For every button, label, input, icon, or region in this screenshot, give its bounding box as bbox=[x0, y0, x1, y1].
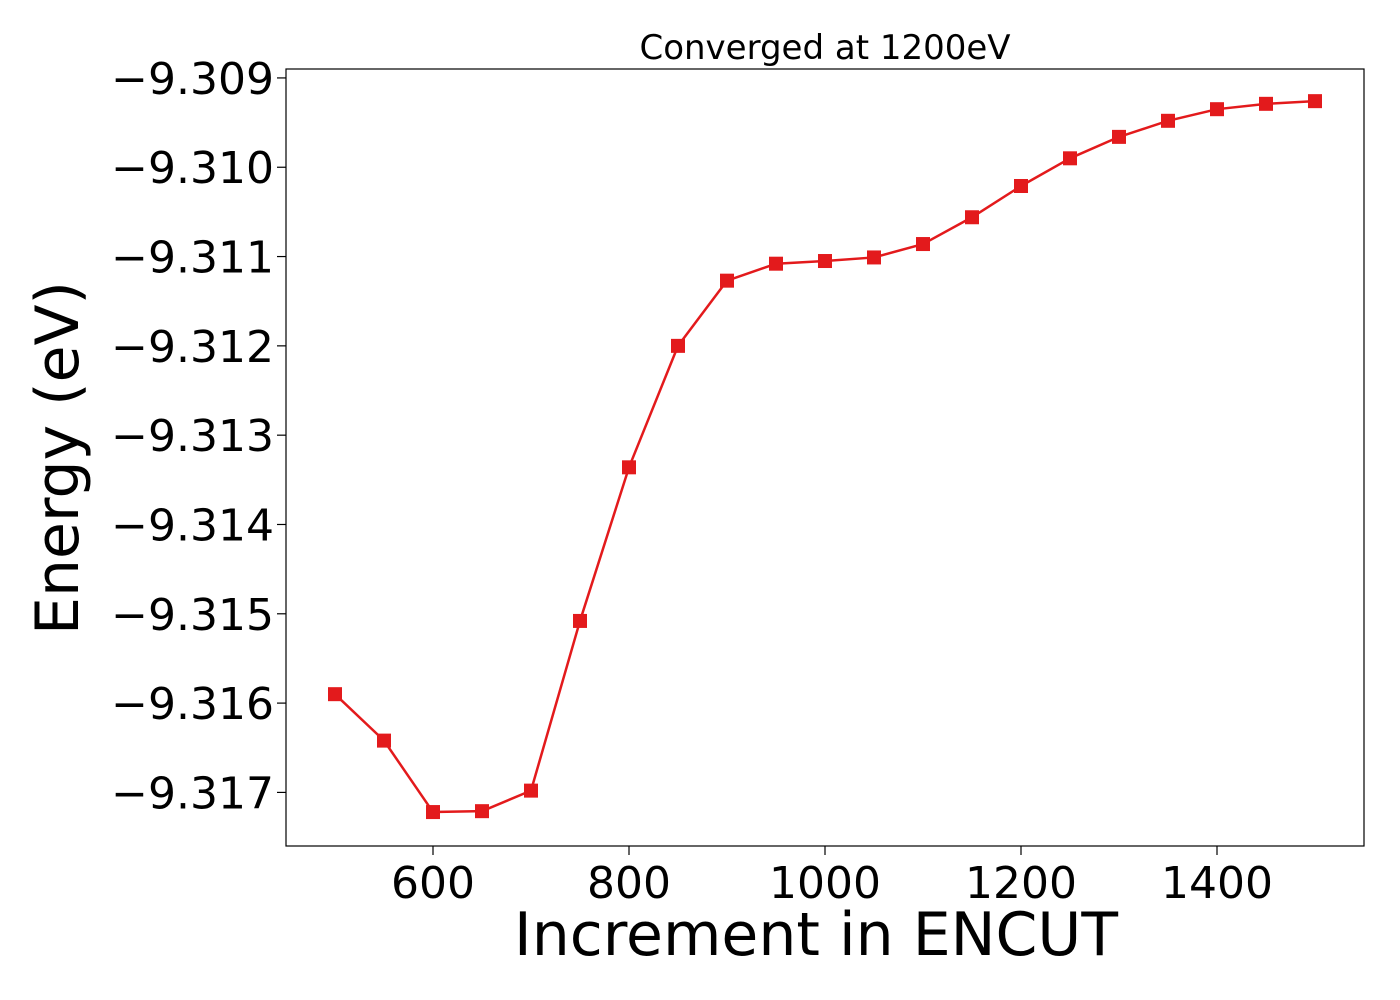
y-tick-label: −9.317 bbox=[111, 768, 274, 819]
data-point-marker bbox=[524, 783, 538, 798]
data-point-marker bbox=[720, 273, 734, 288]
x-axis-label: Increment in ENCUT bbox=[514, 900, 1118, 970]
data-point-marker bbox=[426, 805, 440, 820]
data-point-marker bbox=[1161, 113, 1175, 128]
data-point-marker bbox=[475, 804, 489, 819]
data-point-marker bbox=[1112, 129, 1126, 144]
x-tick-label: 1000 bbox=[769, 858, 881, 909]
y-axis-label: Energy (eV) bbox=[23, 281, 93, 635]
data-point-marker bbox=[671, 338, 685, 353]
data-point-marker bbox=[965, 210, 979, 225]
data-point-marker bbox=[1259, 96, 1273, 111]
data-point-marker bbox=[1308, 94, 1322, 109]
y-tick-label: −9.315 bbox=[111, 590, 274, 641]
y-tick-label: −9.313 bbox=[111, 411, 274, 462]
data-point-marker bbox=[916, 237, 930, 252]
x-tick-label: 800 bbox=[587, 858, 671, 909]
data-point-marker bbox=[377, 733, 391, 748]
data-point-marker bbox=[867, 250, 881, 265]
y-tick-label: −9.310 bbox=[111, 143, 274, 194]
data-point-marker bbox=[573, 613, 587, 628]
y-tick-label: −9.314 bbox=[111, 500, 274, 551]
y-tick-label: −9.312 bbox=[111, 322, 274, 373]
data-point-marker bbox=[1063, 151, 1077, 166]
data-point-marker bbox=[769, 256, 783, 271]
x-axis: 600 800 1000 1200 1400 bbox=[391, 846, 1273, 909]
data-point-marker bbox=[1014, 178, 1028, 193]
x-tick-label: 600 bbox=[391, 858, 475, 909]
y-axis: −9.309 −9.310 −9.311 −9.312 −9.313 −9.314 −9.3… bbox=[111, 54, 286, 819]
data-point-marker bbox=[622, 460, 636, 475]
y-tick-label: −9.316 bbox=[111, 679, 274, 730]
data-point-marker bbox=[1210, 102, 1224, 117]
x-tick-label: 1400 bbox=[1161, 858, 1273, 909]
chart-title: Converged at 1200eV bbox=[639, 28, 1010, 68]
x-tick-label: 1200 bbox=[965, 858, 1077, 909]
plot-area bbox=[286, 69, 1364, 846]
data-point-marker bbox=[328, 687, 342, 702]
y-tick-label: −9.309 bbox=[111, 54, 274, 105]
y-tick-label: −9.311 bbox=[111, 233, 274, 284]
series-layer bbox=[328, 94, 1322, 820]
data-point-marker bbox=[818, 254, 832, 269]
